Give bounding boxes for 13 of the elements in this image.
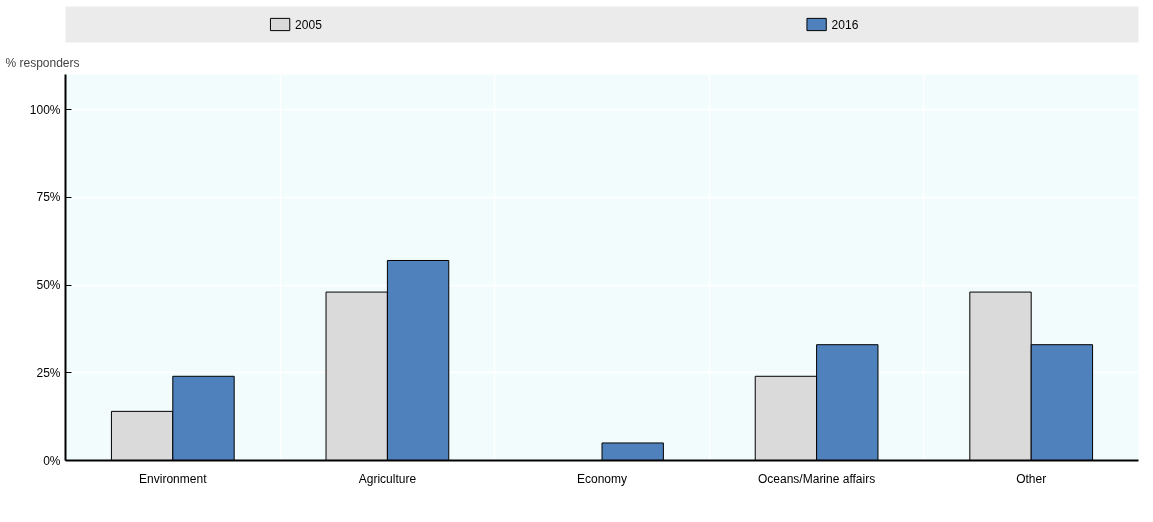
x-tick-label: Oceans/Marine affairs (758, 471, 876, 486)
x-tick-label: Other (1016, 471, 1047, 486)
y-tick-label: 0% (43, 453, 61, 468)
x-tick-label: Agriculture (358, 471, 417, 486)
legend-label: 2016 (831, 18, 859, 32)
x-tick-label: Economy (576, 471, 628, 486)
y-tick-label: 50% (36, 278, 61, 293)
x-tick-label: Environment (139, 471, 208, 486)
legend-label: 2005 (295, 18, 323, 32)
y-tick-label: 25% (36, 365, 61, 380)
y-tick-label: 100% (29, 102, 61, 117)
y-axis-title: % responders (5, 55, 80, 70)
y-tick-label: 75% (36, 190, 61, 205)
